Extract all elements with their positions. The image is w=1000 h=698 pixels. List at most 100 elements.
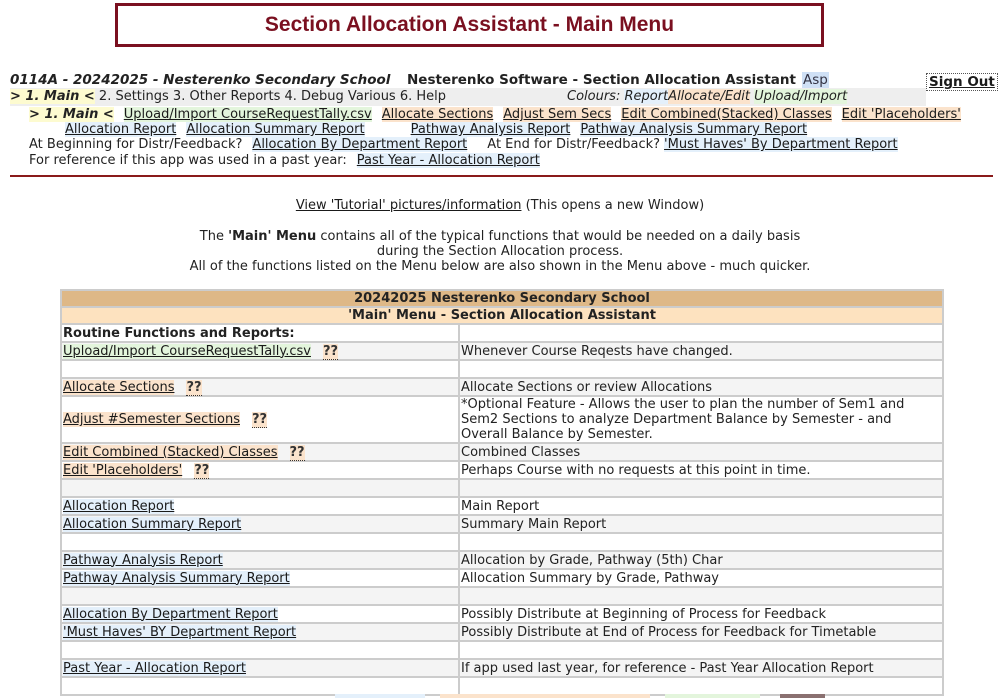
table-row <box>60 478 944 498</box>
table-row: Adjust #Semester Sections?? *Optional Fea… <box>60 395 944 444</box>
colour-report: Report <box>624 89 669 104</box>
blank-cell <box>458 586 944 606</box>
sub-by-department[interactable]: Allocation By Department Report <box>252 137 468 152</box>
nav-main[interactable]: > 1. Main < <box>10 89 95 104</box>
table-row <box>60 359 944 379</box>
row-description: Possibly Distribute at End of Process fo… <box>458 622 944 642</box>
colours-legend: Colours: ReportAllocate/Edit Upload/Impo… <box>567 88 848 105</box>
nav-help[interactable]: 6. Help <box>399 89 447 104</box>
table-row: Upload/Import CourseRequestTally.csv?? Wh… <box>60 341 944 361</box>
colour-allocate-edit: Allocate/Edit <box>668 89 751 104</box>
sub-adjust-sem[interactable]: Adjust Sem Secs <box>503 107 612 122</box>
end-label: At End for Distr/Feedback? <box>487 137 661 152</box>
sub-upload[interactable]: Upload/Import CourseRequestTally.csv <box>123 107 372 122</box>
colours-label: Colours: <box>567 89 621 104</box>
sub-past-year[interactable]: Past Year - Allocation Report <box>356 153 540 168</box>
blank-cell <box>60 676 460 696</box>
footer-button[interactable] <box>780 694 825 698</box>
software-label: Nesterenko Software - Section Allocation… <box>407 72 796 88</box>
nav-other-reports[interactable]: 3. Other Reports <box>172 89 281 104</box>
sub-must-haves[interactable]: 'Must Haves' By Department Report <box>664 137 898 152</box>
blank-cell <box>458 359 944 379</box>
main-nav: > 1. Main < 2. Settings 3. Other Reports… <box>10 88 926 106</box>
menu-link[interactable]: Allocation By Department Report <box>63 606 278 622</box>
table-row <box>60 676 944 696</box>
help-icon[interactable]: ?? <box>194 462 210 479</box>
menu-link[interactable]: Allocation Summary Report <box>63 516 242 532</box>
row-description: Summary Main Report <box>458 514 944 534</box>
menu-link[interactable]: Upload/Import CourseRequestTally.csv <box>63 343 311 359</box>
menu-link[interactable]: Adjust #Semester Sections <box>63 412 240 427</box>
divider <box>10 175 993 177</box>
sign-out-button[interactable]: Sign Out <box>926 73 998 91</box>
blank-cell <box>60 640 460 660</box>
nav-settings[interactable]: 2. Settings <box>98 89 169 104</box>
menu-link[interactable]: 'Must Haves' BY Department Report <box>63 624 297 640</box>
menu-link[interactable]: Pathway Analysis Summary Report <box>63 570 290 586</box>
table-row: Allocation Summary Report Summary Main Re… <box>60 514 944 534</box>
sub-pathway[interactable]: Pathway Analysis Report <box>410 122 571 137</box>
row-description: Allocate Sections or review Allocations <box>458 377 944 397</box>
section-heading: Routine Functions and Reports: <box>60 323 460 343</box>
blank-cell <box>60 359 460 379</box>
table-title: 20242025 Nesterenko Secondary School <box>60 289 944 308</box>
table-row: Edit Combined (Stacked) Classes?? Combine… <box>60 442 944 462</box>
row-description: *Optional Feature - Allows the user to p… <box>458 395 944 444</box>
submenu-current: > 1. Main < <box>29 107 114 122</box>
row-description: Whenever Course Reqests have changed. <box>458 341 944 361</box>
sub-edit-placeholders[interactable]: Edit 'Placeholders' <box>841 107 961 122</box>
blank-cell <box>458 478 944 498</box>
sub-edit-combined[interactable]: Edit Combined(Stacked) Classes <box>621 107 832 122</box>
blank-cell <box>60 478 460 498</box>
table-row <box>60 532 944 552</box>
nav-debug[interactable]: 4. Debug Various <box>284 89 396 104</box>
sub-allocate[interactable]: Allocate Sections <box>381 107 494 122</box>
row-description: Possibly Distribute at Beginning of Proc… <box>458 604 944 624</box>
sub-allocation-summary[interactable]: Allocation Summary Report <box>186 122 365 137</box>
help-icon[interactable]: ?? <box>186 379 202 396</box>
table-row <box>60 586 944 606</box>
menu-link[interactable]: Past Year - Allocation Report <box>63 660 247 676</box>
menu-link[interactable]: Edit Combined (Stacked) Classes <box>63 444 278 460</box>
menu-link[interactable]: Allocation Report <box>63 498 175 514</box>
table-row: Allocation Report Main Report <box>60 496 944 516</box>
main-menu-table: 20242025 Nesterenko Secondary School 'Ma… <box>60 289 944 696</box>
sub-pathway-summary[interactable]: Pathway Analysis Summary Report <box>580 122 808 137</box>
row-description: Combined Classes <box>458 442 944 462</box>
intro-text: The 'Main' Menu contains all of the typi… <box>189 229 811 274</box>
table-row: Past Year - Allocation Report If app used… <box>60 658 944 678</box>
footer-report-button[interactable] <box>335 694 425 698</box>
school-label: 0114A - 20242025 - Nesterenko Secondary … <box>10 72 391 88</box>
header-bar: 0114A - 20242025 - Nesterenko Secondary … <box>10 72 829 88</box>
table-row: 'Must Haves' BY Department Report Possibl… <box>60 622 944 642</box>
row-description: Main Report <box>458 496 944 516</box>
page-title: Section Allocation Assistant - Main Menu <box>115 3 824 47</box>
row-description: Allocation by Grade, Pathway (5th) Char <box>458 550 944 570</box>
sub-allocation-report[interactable]: Allocation Report <box>65 122 177 137</box>
blank-cell <box>458 532 944 552</box>
asp-label: Asp <box>802 72 829 88</box>
row-description: Perhaps Course with no requests at this … <box>458 460 944 480</box>
help-icon[interactable]: ?? <box>252 412 268 428</box>
row-description: If app used last year, for reference - P… <box>458 658 944 678</box>
table-subtitle: 'Main' Menu - Section Allocation Assista… <box>60 306 944 325</box>
menu-link[interactable]: Edit 'Placeholders' <box>63 462 183 478</box>
blank-cell <box>458 676 944 696</box>
menu-link[interactable]: Pathway Analysis Report <box>63 552 223 568</box>
help-icon[interactable]: ?? <box>322 343 339 360</box>
table-row: Edit 'Placeholders'?? Perhaps Course with… <box>60 460 944 480</box>
tutorial-note: (This opens a new Window) <box>525 198 705 213</box>
row-description: Allocation Summary by Grade, Pathway <box>458 568 944 588</box>
help-icon[interactable]: ?? <box>289 444 305 461</box>
table-row: Allocate Sections?? Allocate Sections or … <box>60 377 944 397</box>
table-row: Allocation By Department Report Possibly … <box>60 604 944 624</box>
table-row: Pathway Analysis Summary Report Allocatio… <box>60 568 944 588</box>
begin-label: At Beginning for Distr/Feedback? <box>29 137 243 152</box>
colour-upload-import: Upload/Import <box>754 89 848 104</box>
footer-edit-button[interactable] <box>440 694 650 698</box>
menu-link[interactable]: Allocate Sections <box>63 379 175 395</box>
blank-cell <box>458 640 944 660</box>
footer-upload-button[interactable] <box>665 694 760 698</box>
tutorial-link[interactable]: View 'Tutorial' pictures/information <box>295 198 522 213</box>
past-label: For reference if this app was used in a … <box>29 153 347 168</box>
